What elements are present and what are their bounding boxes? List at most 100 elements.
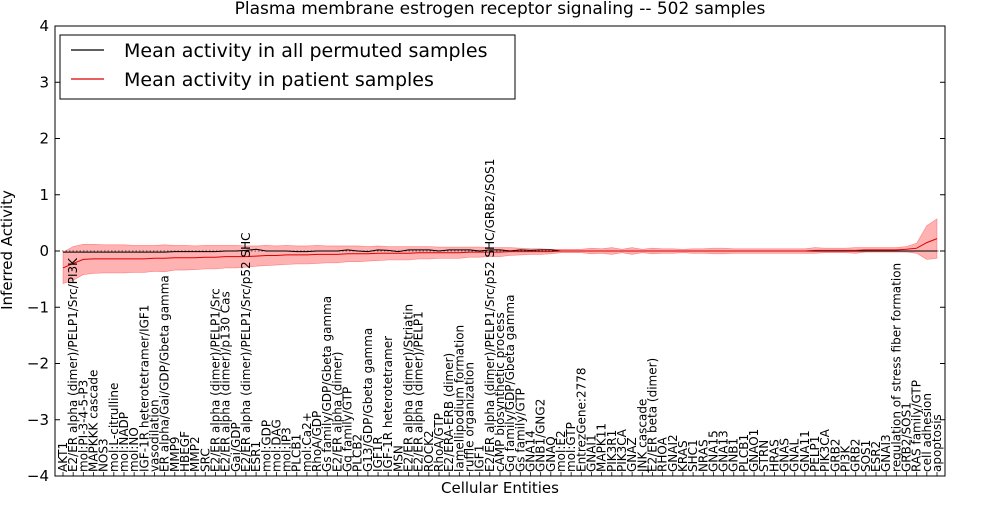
x-tick-label: E2/ER alpha (dimer)/PELP1/Src/p52 SHC (239, 232, 253, 472)
y-tick-label: −3 (27, 411, 49, 429)
y-axis: −4 −3 −2 −1 0 1 2 3 4 (27, 17, 945, 485)
x-tick-label: GNAQ (544, 436, 558, 472)
x-tick-label: GNA13 (717, 430, 731, 472)
x-tick-label: E2/ER alpha (dimer)/PELP1/Src/PI3K (66, 257, 80, 472)
x-tick-label: NOS3 (97, 438, 111, 472)
legend-box (59, 34, 516, 100)
x-tick-label: mol:IP3 (280, 427, 294, 472)
x-tick-label: mol:DAG (269, 419, 283, 472)
x-tick-label: PIK3CA (615, 428, 629, 472)
x-tick-label: SHC1 (686, 439, 700, 472)
x-tick-label: GRB2 (828, 439, 842, 473)
x-tick-label: regulation of stress fiber formation (889, 263, 903, 472)
y-tick-label: −4 (27, 467, 49, 485)
x-tick-label: GNAZ (625, 437, 639, 472)
x-tick-label: apoptosis (930, 414, 944, 472)
x-tick-label: GNAI1 (585, 434, 599, 472)
x-tick-label: Gq family/GTP (341, 387, 355, 472)
y-tick-label: 2 (39, 130, 49, 148)
x-tick-label: ruffle organization (463, 362, 477, 472)
x-tick-label: EntrezGene:2778 (574, 367, 588, 472)
x-tick-label: IGF1 (473, 445, 487, 472)
x-tick-label: PLCB1 (290, 434, 304, 472)
y-axis-label: Inferred Activity (0, 190, 16, 310)
x-tick-label: JNK cascade (635, 399, 649, 473)
x-tick-label: GNA11 (798, 430, 812, 472)
x-tick-label: PIK3CA (818, 428, 832, 472)
x-tick-label: STRN (757, 440, 771, 472)
x-tick-label: mol:GDP (259, 420, 273, 472)
y-tick-label: −2 (27, 355, 49, 373)
x-tick-label: Gai/GDP (229, 422, 243, 472)
x-tick-label: mol:L-citrulline (107, 383, 121, 472)
y-tick-label: 3 (39, 73, 49, 91)
x-tick-label: MAPK11 (595, 423, 609, 472)
x-tick-label: RhoA/GDP (310, 411, 324, 472)
x-tick-label: E2/ER alpha (dimer)/PELP1/Src (208, 288, 222, 472)
x-tick-label: mol:NO (127, 427, 141, 472)
x-tick-label: E2/ER alpha (dimer)/Striatin (402, 304, 416, 472)
x-tick-label: KRAS (676, 440, 690, 472)
x-tick-label: E2/ER alpha (dimer)/PELP1/Src/p52 SHC/GR… (483, 159, 497, 472)
x-tick-label: GNB1 (727, 438, 741, 472)
x-tick-label: PLCB2 (351, 434, 365, 472)
x-tick-label: GNA14 (524, 430, 538, 472)
x-axis-label: Cellular Entities (441, 479, 559, 497)
x-tick-label: GNAI2 (666, 434, 680, 472)
x-tick-label: vasodilation (148, 399, 162, 472)
x-tick-label: IGF-1R heterotetramer/IGF1 (137, 305, 151, 472)
series-line-patient (62, 238, 938, 269)
x-tick-label: E2/ER beta (dimer) (645, 358, 659, 472)
x-tick-label: GNAS (778, 438, 792, 472)
x-tick-label: GRB2/SOS1 (900, 402, 914, 472)
x-tick-label: NRAS (696, 439, 710, 472)
x-tick-label: mol:Ca2+ (300, 412, 314, 472)
x-tick-label: GNB1/GNG2 (534, 399, 548, 472)
x-tick-label: PELP1 (808, 436, 822, 472)
x-tick-label: MAPKKK cascade (87, 370, 101, 472)
x-tick-label: GRB2 (849, 438, 863, 472)
series-layer (62, 238, 938, 269)
x-tick-label: IGF1R (371, 436, 385, 472)
x-tick-label: PIK3R1 (605, 430, 619, 472)
x-tick-label: RhoA/GTP (432, 413, 446, 472)
x-tick-label: Gs family/GDP/Gbeta gamma (320, 296, 334, 472)
x-tick-label: HRAS (767, 439, 781, 472)
x-tick-label: SOS1 (859, 440, 873, 472)
x-tick-label: GNAL (788, 438, 802, 471)
x-tick-label: mol:E2 (554, 430, 568, 472)
x-tick-label: E2/ER alpha (dimer)/p130 Cas (219, 291, 233, 472)
x-tick-label: Gq family/GDP/Gbeta gamma (503, 295, 517, 473)
x-tick-label: ESR1 (249, 441, 263, 472)
x-tick-label: GNAI3 (879, 434, 893, 472)
x-tick-label: cAMP biosynthetic process (493, 312, 507, 472)
x-tick-label: HBEGF (178, 431, 192, 472)
x-tick-label: cell adhesion (920, 393, 934, 472)
x-tick-label: AKT1 (56, 442, 70, 472)
x-tick-label: MSN (391, 445, 405, 472)
x-tick-label: ER alpha/Gai/GDP/Gbeta gamma (158, 275, 172, 472)
legend-entry-patient: Mean activity in patient samples (124, 69, 434, 91)
y-tick-label: 1 (39, 186, 49, 204)
chart-title: Plasma membrane estrogen receptor signal… (235, 0, 766, 19)
x-tick-label: E2/ER alpha (dimer)/PELP1 (412, 311, 426, 472)
x-tick-label: PLCB1 (737, 434, 751, 472)
x-tick-label: G13/GDP/Gbeta gamma (361, 328, 375, 472)
x-tick-label: Gs family/GTP (513, 388, 527, 472)
x-tick-label: mol:PI-3-4-5-P3 (76, 380, 90, 472)
y-tick-label: −1 (27, 298, 49, 316)
x-tick-label: ROCK2 (422, 430, 436, 472)
y-tick-label: 0 (39, 242, 49, 260)
x-tick-label: mol:NADP (117, 412, 131, 472)
x-tick-label: lamellipodium formation (452, 325, 466, 472)
x-tick-label: SRC (198, 448, 212, 472)
y-tick-label: 4 (39, 17, 49, 35)
x-tick-label: IGF-1R heterotetramer (381, 336, 395, 472)
x-tick-label: RHOA (656, 436, 670, 472)
x-tick-label: mol:GTP (564, 422, 578, 472)
x-tick-label: MMP2 (188, 436, 202, 472)
x-tick-label: E2/ER alpha (dimer) (330, 352, 344, 472)
